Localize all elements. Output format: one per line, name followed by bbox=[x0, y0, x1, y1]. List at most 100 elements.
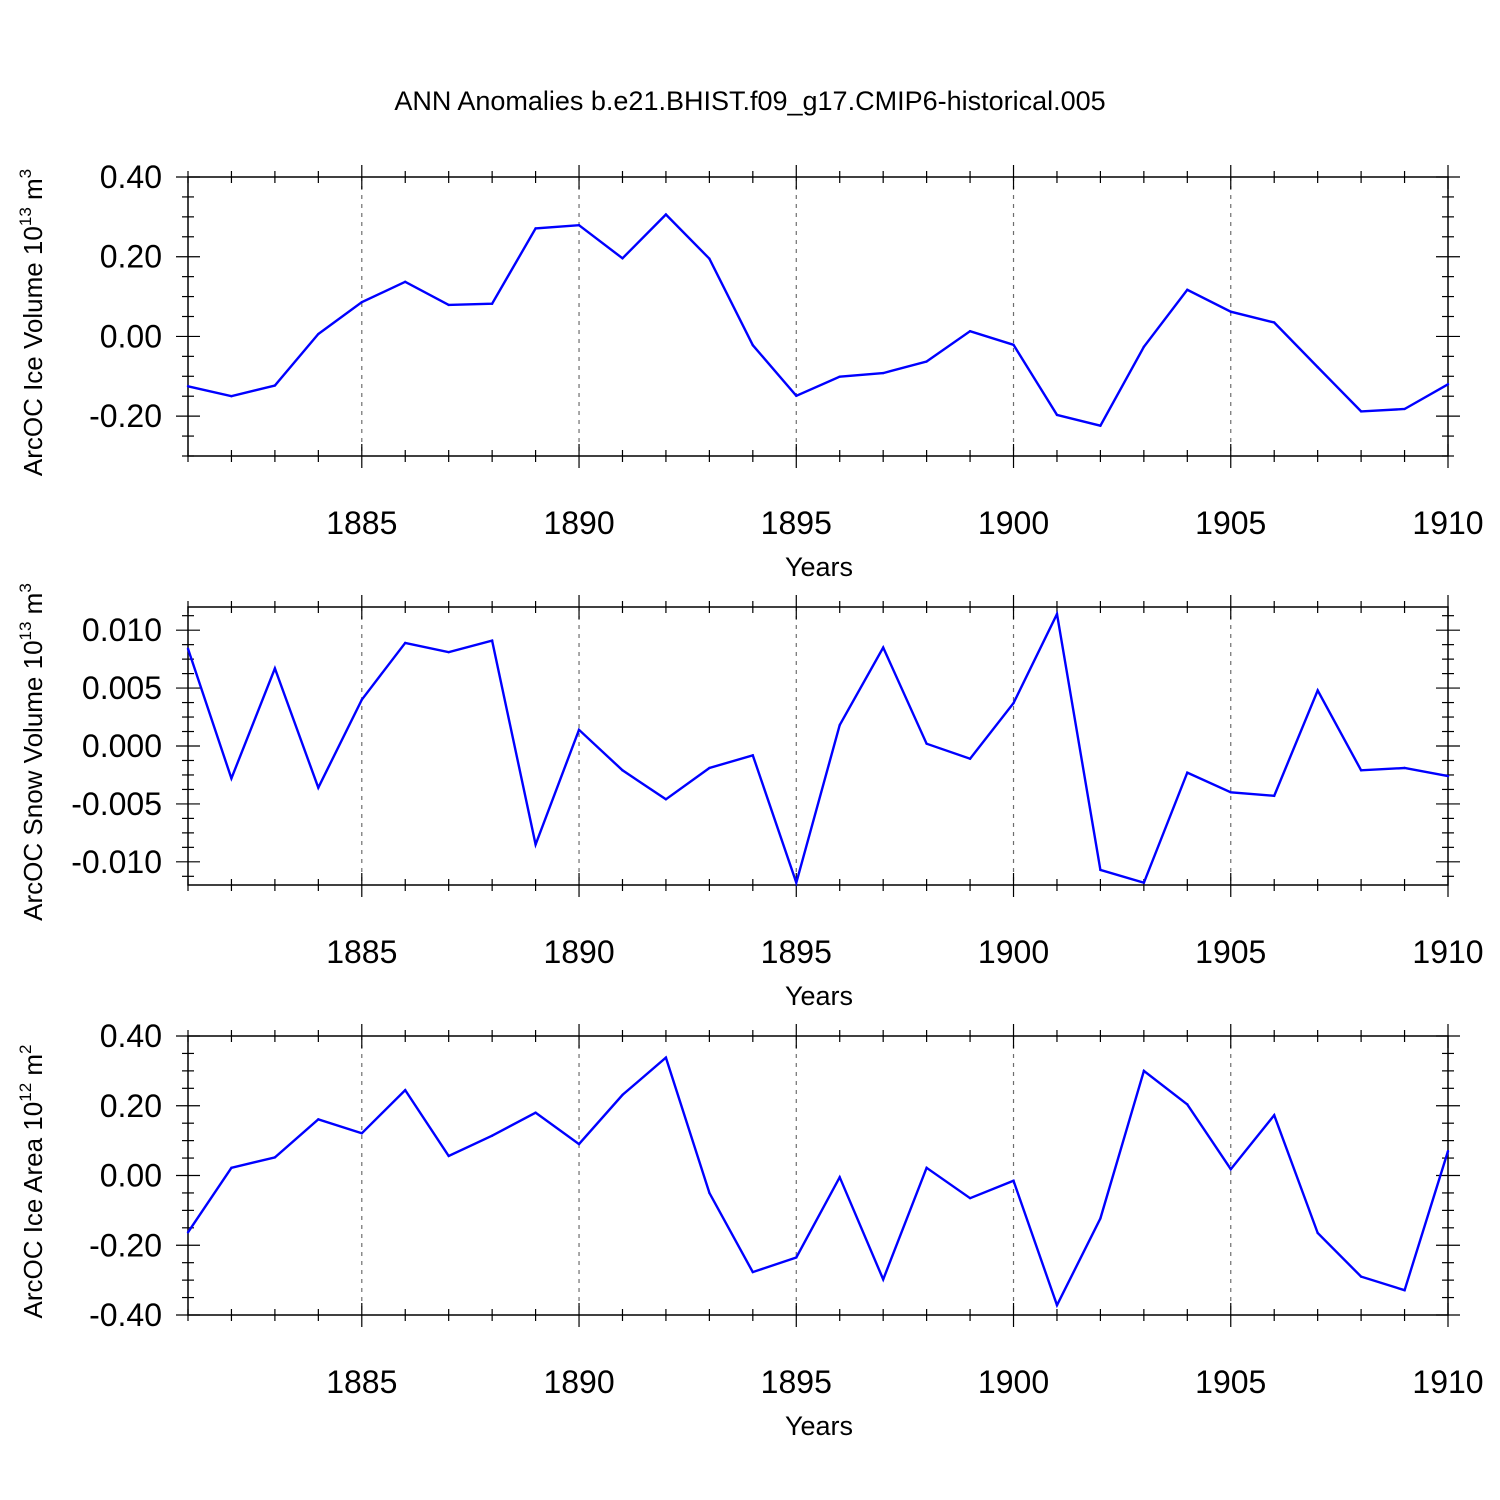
data-point-1890 bbox=[577, 728, 581, 731]
data-point-1893 bbox=[708, 1191, 711, 1195]
y-tick-label: -0.20 bbox=[89, 1227, 162, 1263]
data-point-1907 bbox=[1316, 689, 1319, 692]
data-point-1891 bbox=[621, 769, 624, 772]
data-point-1902 bbox=[1099, 424, 1102, 427]
x-tick-label: 1885 bbox=[326, 505, 397, 541]
data-point-1893 bbox=[708, 766, 711, 770]
x-tick-label: 1900 bbox=[978, 934, 1049, 970]
data-point-1883 bbox=[273, 1156, 277, 1159]
plot-frame bbox=[187, 606, 1449, 886]
data-point-1885 bbox=[360, 698, 363, 701]
data-point-1902 bbox=[1099, 1217, 1102, 1220]
data-point-1901 bbox=[1055, 413, 1059, 417]
data-point-1882 bbox=[230, 777, 233, 780]
data-point-1906 bbox=[1273, 321, 1276, 324]
x-axis-label: Years bbox=[785, 1411, 853, 1441]
data-point-1903 bbox=[1142, 1069, 1146, 1073]
y-axis-label-exponent: 13 bbox=[16, 207, 35, 226]
x-tick-label: 1905 bbox=[1195, 934, 1266, 970]
x-tick-label: 1900 bbox=[978, 1364, 1049, 1400]
panel-3: -0.40 -0.20 0.00 0.20 0.40 1885 1890 1895 1900 19… bbox=[16, 1018, 1484, 1441]
data-point-1905 bbox=[1229, 310, 1232, 313]
data-point-1897 bbox=[881, 371, 885, 375]
data-point-1894 bbox=[751, 1270, 755, 1274]
x-axis-label: Years bbox=[785, 981, 853, 1011]
y-axis-label-unit-exponent: 3 bbox=[16, 583, 35, 592]
data-point-1901 bbox=[1055, 612, 1059, 616]
data-point-1905 bbox=[1229, 791, 1232, 794]
data-point-1886 bbox=[404, 641, 407, 645]
data-point-1905 bbox=[1229, 1168, 1232, 1171]
y-tick-label: 0.005 bbox=[82, 670, 162, 706]
data-point-1890 bbox=[577, 1142, 581, 1146]
data-point-1888 bbox=[490, 1134, 494, 1137]
x-tick-label: 1905 bbox=[1195, 1364, 1266, 1400]
panel-1: -0.20 0.00 0.20 0.40 1885 1890 1895 1900 1905 191… bbox=[16, 159, 1484, 582]
y-tick-label: 0.20 bbox=[100, 239, 162, 275]
data-point-1895 bbox=[795, 881, 798, 884]
x-tick-label: 1885 bbox=[326, 1364, 397, 1400]
x-tick-label: 1890 bbox=[543, 1364, 614, 1400]
data-point-1882 bbox=[230, 395, 233, 398]
data-point-1909 bbox=[1403, 407, 1406, 411]
data-point-1907 bbox=[1316, 1231, 1319, 1235]
series-line-arcoc-snow-volume bbox=[186, 610, 1449, 887]
data-point-1907 bbox=[1316, 365, 1319, 369]
y-axis-label-unit: m bbox=[18, 593, 48, 622]
data-point-1886 bbox=[404, 1088, 407, 1092]
data-point-1910 bbox=[1446, 774, 1450, 778]
y-axis-label-exponent: 12 bbox=[16, 1083, 35, 1102]
data-point-1900 bbox=[1012, 1179, 1015, 1182]
plot-frame bbox=[187, 176, 1449, 457]
data-point-1909 bbox=[1403, 766, 1406, 770]
data-point-1903 bbox=[1142, 345, 1146, 348]
x-tick-label: 1910 bbox=[1412, 1364, 1483, 1400]
data-point-1910 bbox=[1446, 383, 1450, 386]
y-tick-label: -0.40 bbox=[89, 1297, 162, 1333]
data-point-1896 bbox=[838, 1176, 841, 1179]
x-tick-label: 1895 bbox=[761, 1364, 832, 1400]
x-tick-label: 1910 bbox=[1412, 505, 1483, 541]
x-tick-label: 1890 bbox=[543, 505, 614, 541]
data-point-1900 bbox=[1012, 343, 1015, 346]
data-point-1889 bbox=[534, 843, 537, 846]
series-line-arcoc-ice-volume bbox=[187, 212, 1449, 428]
data-point-1908 bbox=[1359, 769, 1363, 772]
x-tick-label: 1885 bbox=[326, 934, 397, 970]
data-point-1881 bbox=[186, 385, 190, 388]
data-point-1886 bbox=[404, 280, 407, 284]
data-point-1883 bbox=[273, 667, 277, 670]
y-tick-label: -0.005 bbox=[71, 786, 162, 822]
data-point-1909 bbox=[1403, 1289, 1406, 1292]
data-point-1904 bbox=[1186, 1103, 1189, 1106]
data-point-1897 bbox=[881, 646, 885, 649]
data-point-1904 bbox=[1186, 771, 1189, 774]
plot-frame bbox=[187, 1035, 1449, 1316]
panel-2: -0.010 -0.005 0.000 0.005 0.010 1885 1890 1895 1… bbox=[16, 583, 1484, 1011]
data-point-1889 bbox=[534, 227, 537, 230]
y-axis-label-text: ArcOC Ice Area 10 bbox=[18, 1102, 48, 1319]
y-tick-label: 0.00 bbox=[100, 318, 162, 354]
data-point-1887 bbox=[447, 650, 450, 654]
y-axis-label-text: ArcOC Snow Volume 10 bbox=[18, 640, 48, 920]
data-point-1892 bbox=[664, 1056, 668, 1059]
data-point-1908 bbox=[1359, 410, 1363, 413]
y-tick-label: -0.010 bbox=[71, 844, 162, 880]
data-point-1885 bbox=[360, 1132, 363, 1135]
data-point-1887 bbox=[447, 1154, 450, 1158]
y-tick-label: 0.000 bbox=[82, 728, 162, 764]
data-point-1895 bbox=[795, 1256, 798, 1259]
data-point-1892 bbox=[664, 213, 668, 216]
data-point-1896 bbox=[838, 375, 841, 378]
data-point-1900 bbox=[1012, 701, 1015, 705]
x-tick-label: 1895 bbox=[761, 505, 832, 541]
data-point-1894 bbox=[751, 754, 755, 757]
y-axis-label-unit-exponent: 3 bbox=[16, 169, 35, 178]
x-tick-label: 1895 bbox=[761, 934, 832, 970]
data-point-1884 bbox=[317, 332, 320, 336]
data-point-1898 bbox=[925, 360, 928, 363]
data-point-1884 bbox=[317, 1118, 320, 1121]
y-tick-label: 0.010 bbox=[82, 612, 162, 648]
data-point-1881 bbox=[186, 647, 190, 650]
